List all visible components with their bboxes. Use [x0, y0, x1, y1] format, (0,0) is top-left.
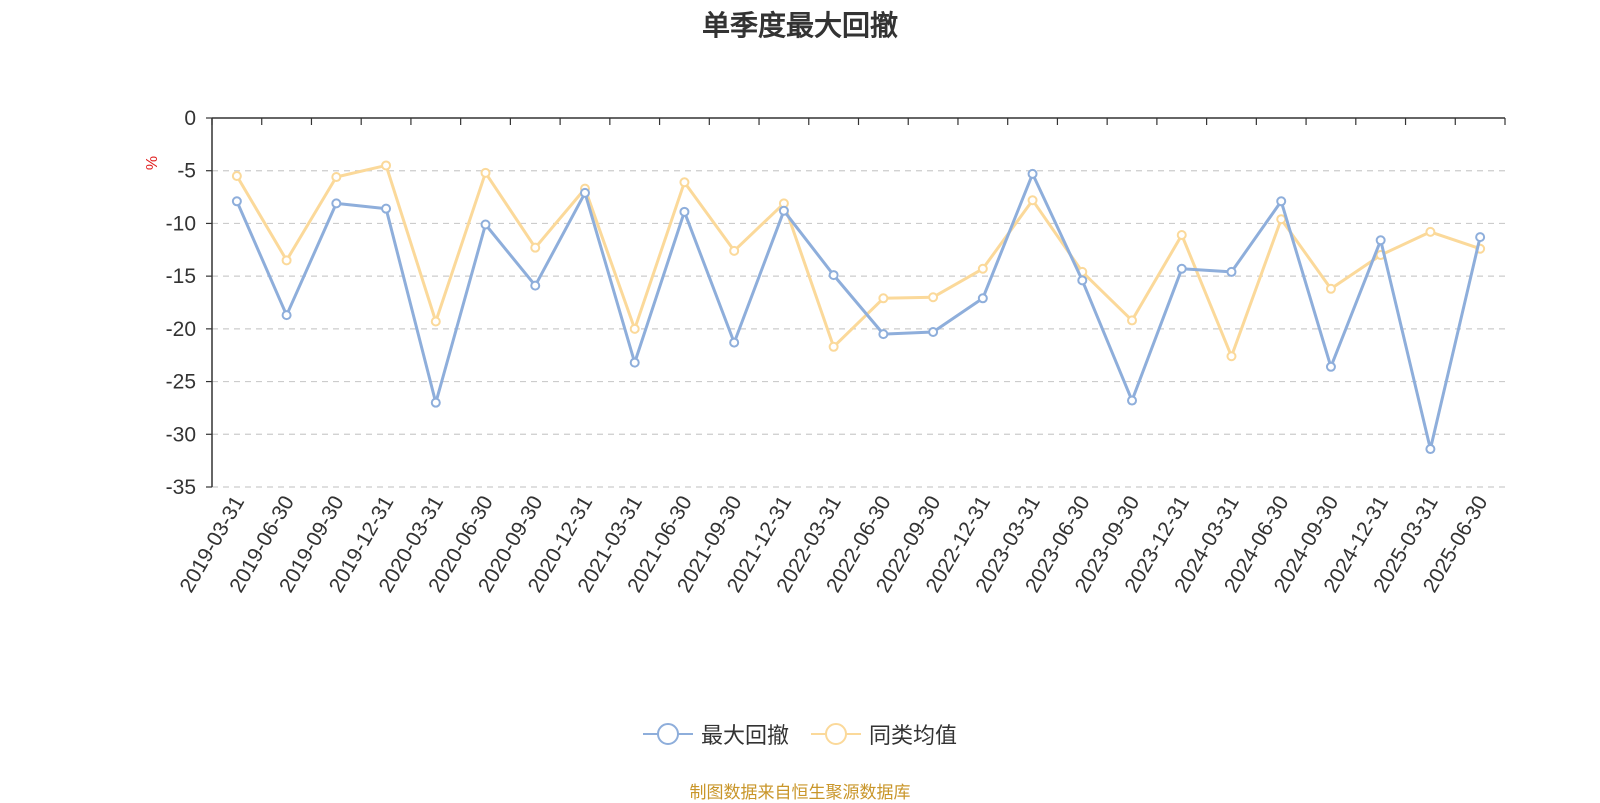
data-point[interactable] [579, 187, 590, 198]
legend-marker-icon [642, 723, 693, 745]
legend: 最大回撤 同类均值 [0, 718, 1600, 750]
y-tick-label: -25 [166, 371, 196, 394]
data-point[interactable] [480, 167, 491, 178]
data-point[interactable] [629, 357, 640, 368]
data-point[interactable] [430, 316, 441, 327]
legend-label: 最大回撤 [700, 724, 789, 749]
y-tick-label: -20 [166, 318, 196, 341]
grid-lines [212, 170, 1505, 488]
data-point[interactable] [1027, 195, 1038, 206]
data-point[interactable] [1425, 226, 1436, 237]
data-point[interactable] [231, 170, 242, 181]
y-tick-label: -15 [166, 265, 196, 288]
data-point[interactable] [679, 206, 690, 217]
data-point[interactable] [1276, 196, 1287, 207]
series-line-max-drawdown [235, 172, 1482, 451]
data-point[interactable] [1027, 168, 1038, 179]
data-point[interactable] [977, 293, 988, 304]
data-point[interactable] [1077, 275, 1088, 286]
data-point[interactable] [1226, 351, 1237, 362]
data-point[interactable] [828, 270, 839, 281]
data-point[interactable] [381, 160, 392, 171]
data-point[interactable] [480, 219, 491, 230]
y-tick-label: -5 [177, 160, 196, 183]
data-point[interactable] [977, 263, 988, 274]
data-point[interactable] [281, 255, 292, 266]
data-point[interactable] [878, 293, 889, 304]
data-point[interactable] [281, 310, 292, 321]
chart-title: 单季度最大回撤 [701, 9, 898, 42]
legend-item-max-drawdown[interactable]: 最大回撤 [642, 718, 789, 750]
data-point[interactable] [729, 245, 740, 256]
data-point[interactable] [878, 329, 889, 340]
y-axis-unit-label: % [144, 156, 161, 170]
data-point[interactable] [928, 327, 939, 338]
data-point[interactable] [381, 203, 392, 214]
y-tick-label: 0 [184, 107, 196, 130]
data-point[interactable] [828, 341, 839, 352]
data-point[interactable] [1176, 263, 1187, 274]
data-point[interactable] [928, 292, 939, 303]
data-point[interactable] [1325, 361, 1336, 372]
axes: 0-5-10-15-20-25-30-352019-03-312019-06-3… [166, 107, 1506, 597]
source-note: 制图数据来自恒生聚源数据库 [689, 783, 911, 803]
data-point[interactable] [1276, 214, 1287, 225]
data-point[interactable] [1176, 230, 1187, 241]
legend-item-peer-average[interactable]: 同类均值 [811, 718, 957, 750]
data-point[interactable] [1226, 266, 1237, 277]
data-point[interactable] [331, 198, 342, 209]
data-point[interactable] [231, 196, 242, 207]
legend-label: 同类均值 [869, 724, 958, 749]
data-point[interactable] [1127, 395, 1138, 406]
y-tick-label: -30 [166, 423, 196, 446]
data-point[interactable] [430, 397, 441, 408]
data-point[interactable] [530, 280, 541, 291]
data-point[interactable] [1475, 232, 1486, 243]
data-point[interactable] [629, 323, 640, 334]
data-point[interactable] [1425, 444, 1436, 455]
series-line-peer-average [235, 163, 1481, 358]
data-point[interactable] [729, 337, 740, 348]
data-point[interactable] [1375, 235, 1386, 246]
series-lines [231, 160, 1486, 455]
data-point[interactable] [778, 205, 789, 216]
data-point[interactable] [530, 242, 541, 253]
data-point[interactable] [1325, 283, 1336, 294]
data-point[interactable] [331, 172, 342, 183]
y-tick-label: -10 [166, 212, 196, 235]
data-point[interactable] [1127, 315, 1138, 326]
legend-marker-icon [811, 723, 861, 745]
y-tick-label: -35 [166, 476, 196, 499]
data-point[interactable] [679, 177, 690, 188]
